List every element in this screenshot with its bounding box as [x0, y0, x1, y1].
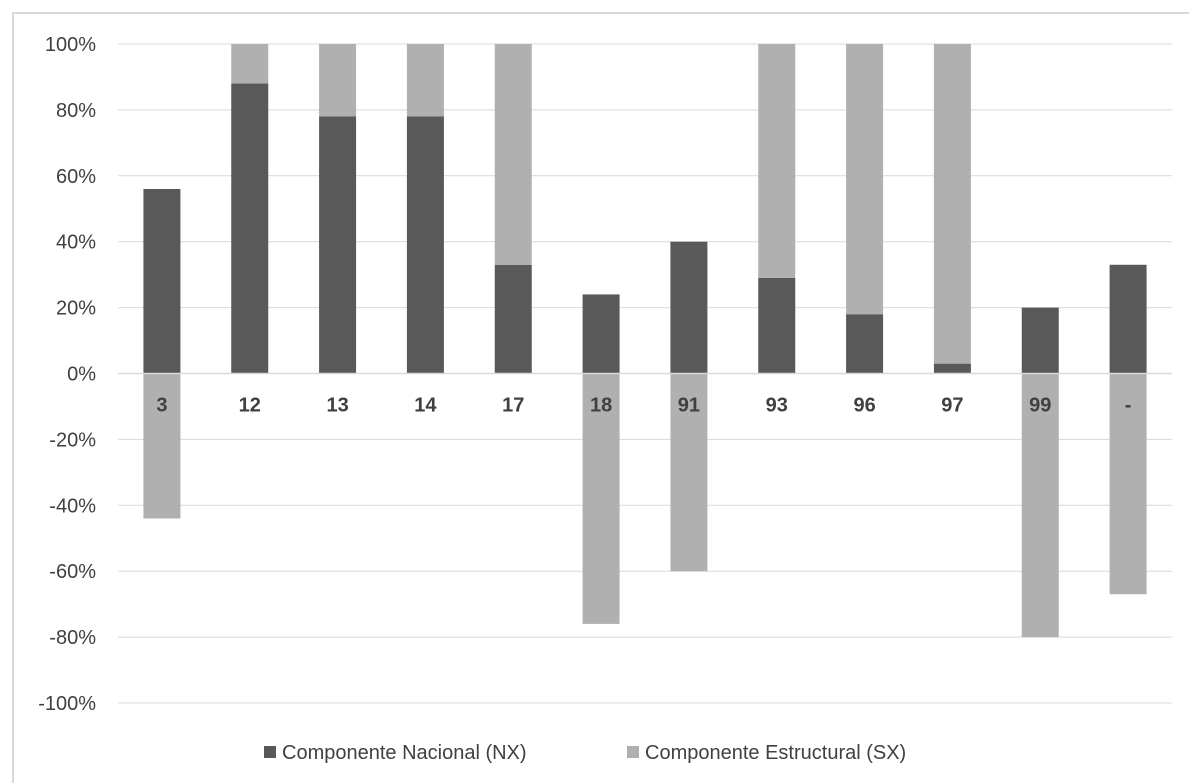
bar-nacional	[846, 314, 884, 374]
bar-estructural	[670, 373, 708, 572]
category-label: 3	[156, 395, 167, 417]
bar-estructural	[582, 373, 620, 624]
category-labels: 3 12 13 14 17 18 91 93 96 97 99 -	[156, 395, 1131, 417]
legend-swatch-estructural	[627, 746, 639, 758]
category-label: 12	[239, 395, 261, 417]
y-tick-label: 100%	[45, 34, 96, 56]
category-label: 13	[326, 395, 348, 417]
bar-estructural	[758, 44, 796, 278]
legend-label-estructural: Componente Estructural (SX)	[645, 742, 906, 764]
legend: Componente Nacional (NX) Componente Estru…	[264, 742, 906, 764]
y-tick-label: -40%	[49, 495, 96, 517]
bar-estructural	[406, 44, 444, 117]
bar-nacional	[231, 83, 269, 374]
category-label: 96	[853, 395, 875, 417]
bar-nacional	[933, 363, 971, 374]
bar-estructural	[933, 44, 971, 364]
bar-nacional	[582, 294, 620, 374]
bar-estructural	[143, 373, 181, 519]
bar-nacional	[143, 188, 181, 374]
category-label: 97	[941, 395, 963, 417]
bar-estructural	[1109, 373, 1147, 595]
bar-nacional	[1109, 264, 1147, 374]
bar-estructural	[319, 44, 357, 117]
y-tick-label: 0%	[67, 364, 96, 386]
category-label: 91	[678, 395, 700, 417]
y-tick-label: 20%	[56, 298, 96, 320]
y-tick-label: 60%	[56, 166, 96, 188]
bars	[143, 44, 1147, 638]
bar-nacional	[319, 116, 357, 374]
y-axis-tick-labels: 100% 80% 60% 40% 20% 0% -20% -40% -60% -80% -100%	[38, 34, 96, 715]
y-tick-label: 40%	[56, 232, 96, 254]
y-tick-label: -60%	[49, 561, 96, 583]
bar-estructural	[846, 44, 884, 315]
bar-estructural	[1021, 373, 1059, 638]
y-tick-label: -80%	[49, 627, 96, 649]
category-label: 14	[414, 395, 437, 417]
bar-nacional	[1021, 307, 1059, 374]
y-tick-label: 80%	[56, 100, 96, 122]
category-label: 17	[502, 395, 524, 417]
bar-nacional	[670, 241, 708, 374]
bar-estructural	[494, 44, 532, 265]
bar-estructural	[231, 44, 269, 84]
category-label: 93	[766, 395, 788, 417]
y-tick-label: -100%	[38, 693, 96, 715]
category-label: 18	[590, 395, 612, 417]
legend-label-nacional: Componente Nacional (NX)	[282, 742, 527, 764]
bar-nacional	[406, 116, 444, 374]
bar-nacional	[758, 277, 796, 374]
bar-nacional	[494, 264, 532, 374]
category-label: 99	[1029, 395, 1051, 417]
category-label: -	[1125, 395, 1132, 417]
y-tick-label: -20%	[49, 429, 96, 451]
gridlines	[118, 43, 1172, 704]
legend-swatch-nacional	[264, 746, 276, 758]
